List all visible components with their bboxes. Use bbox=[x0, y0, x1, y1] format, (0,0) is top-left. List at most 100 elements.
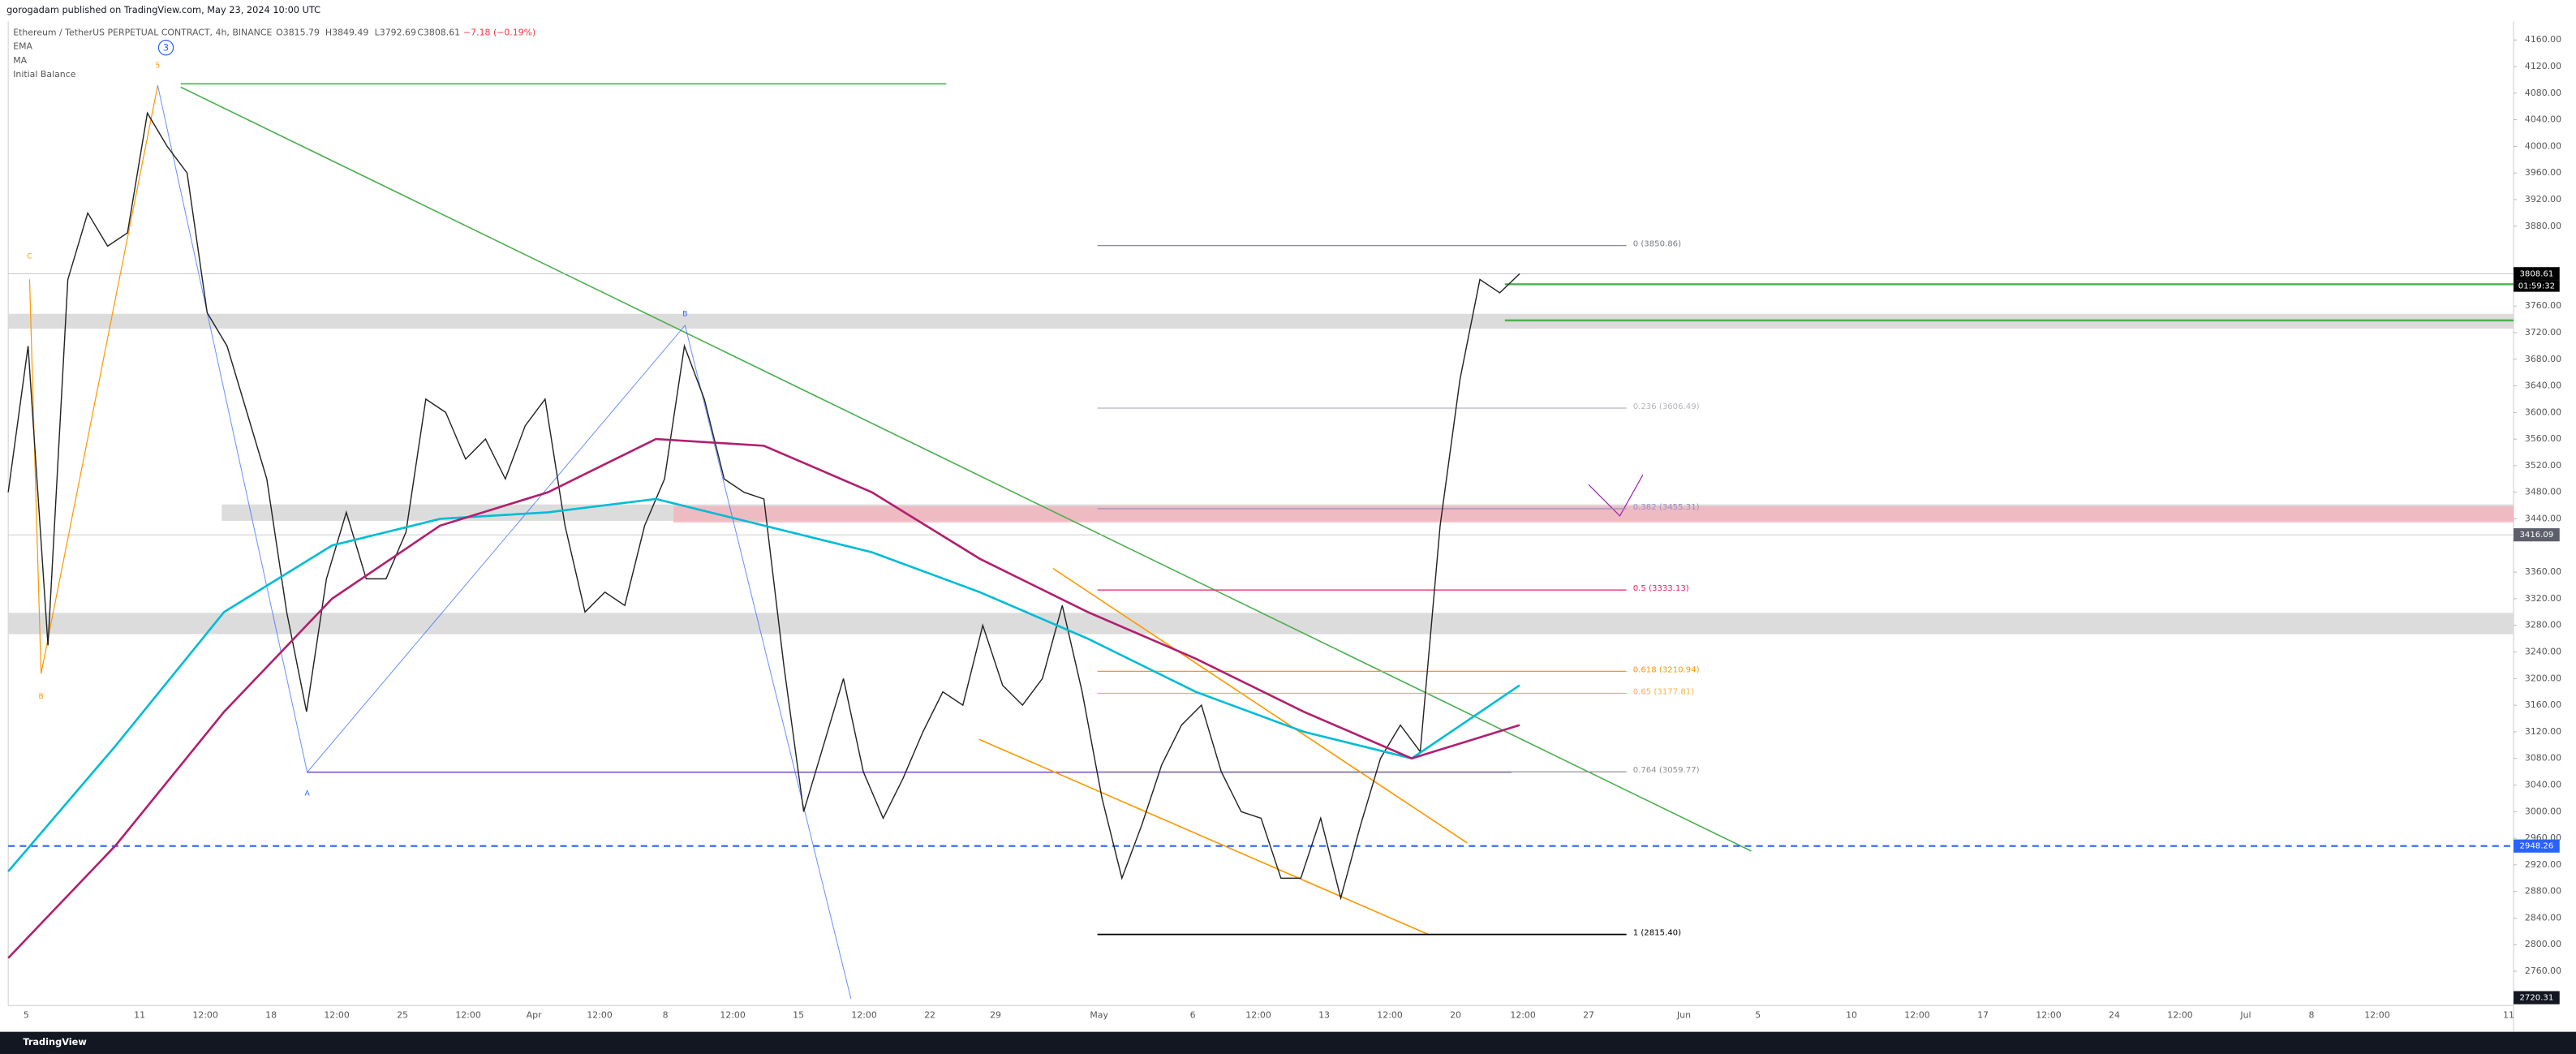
y-tick-label: 3240.00 bbox=[2525, 647, 2561, 657]
x-tick-label: 12:00 bbox=[1510, 1009, 1536, 1020]
ohlc-low: L3792.69 bbox=[375, 28, 416, 38]
y-tick-label: 4000.00 bbox=[2525, 140, 2561, 151]
y-tick-label: 3600.00 bbox=[2525, 407, 2561, 417]
fib-label: 0.382 (3455.31) bbox=[1633, 503, 1700, 512]
y-tick-label: 3640.00 bbox=[2525, 381, 2561, 391]
y-tick-label: 4160.00 bbox=[2525, 34, 2561, 45]
price-tag-label: 2948.26 bbox=[2519, 842, 2553, 851]
wave-label: 3 bbox=[163, 41, 169, 53]
y-tick-label: 2880.00 bbox=[2525, 886, 2561, 897]
x-tick-label: 12:00 bbox=[2167, 1009, 2193, 1020]
ohlc-high: H3849.49 bbox=[325, 28, 368, 38]
wave-label: B bbox=[682, 310, 687, 318]
x-tick-label: 20 bbox=[1450, 1009, 1461, 1020]
x-tick-label: 13 bbox=[1318, 1009, 1330, 1020]
x-tick-label: 17 bbox=[1977, 1009, 1989, 1020]
y-tick-label: 3560.00 bbox=[2525, 433, 2561, 444]
price-tag-label: 3416.09 bbox=[2519, 531, 2553, 540]
ohlc-open: O3815.79 bbox=[276, 28, 320, 38]
arrow bbox=[1588, 474, 1644, 517]
y-tick-label: 3480.00 bbox=[2525, 487, 2561, 497]
y-tick-label: 2840.00 bbox=[2525, 912, 2561, 923]
indicator-line bbox=[7, 497, 1520, 872]
x-tick-label: 29 bbox=[990, 1009, 1001, 1020]
x-tick-label: 12:00 bbox=[2036, 1009, 2062, 1020]
wave-label: C bbox=[27, 252, 32, 260]
x-tick-label: 8 bbox=[663, 1009, 669, 1020]
y-tick-label: 4120.00 bbox=[2525, 61, 2561, 71]
y-tick-label: 3120.00 bbox=[2525, 726, 2561, 737]
indicator[interactable]: EMA bbox=[13, 41, 32, 52]
trendline bbox=[180, 86, 1752, 852]
x-tick-label: 12:00 bbox=[1245, 1009, 1271, 1020]
fib-label: 0.618 (3210.94) bbox=[1633, 665, 1700, 674]
y-tick-label: 3440.00 bbox=[2525, 514, 2561, 524]
y-tick-label: 3920.00 bbox=[2525, 194, 2561, 204]
trendline bbox=[1052, 567, 1468, 844]
y-tick-label: 3880.00 bbox=[2525, 221, 2561, 231]
zone bbox=[8, 313, 2514, 329]
y-tick-label: 3160.00 bbox=[2525, 699, 2561, 710]
zone bbox=[8, 613, 2514, 635]
indicator[interactable]: MA bbox=[13, 55, 27, 66]
y-tick-label: 3080.00 bbox=[2525, 753, 2561, 764]
x-tick-label: Jun bbox=[1676, 1009, 1691, 1020]
price-tag bbox=[2514, 991, 2560, 1005]
plot: 4160.00 4120.00 4080.00 4040.00 4000.00 3960.… bbox=[7, 34, 2561, 1020]
x-tick-label: 25 bbox=[397, 1009, 408, 1020]
x-tick-label: 12:00 bbox=[720, 1009, 746, 1020]
fib-label: 0.65 (3177.81) bbox=[1633, 687, 1694, 696]
zone bbox=[673, 505, 2514, 523]
y-tick-label: 3520.00 bbox=[2525, 460, 2561, 471]
y-tick-label: 4080.00 bbox=[2525, 88, 2561, 98]
fib-label: 0.5 (3333.13) bbox=[1633, 584, 1689, 593]
y-tick-label: 3360.00 bbox=[2525, 566, 2561, 577]
y-tick-label: 2760.00 bbox=[2525, 966, 2561, 976]
countdown: 01:59:32 bbox=[2518, 282, 2555, 291]
y-tick-label: 3040.00 bbox=[2525, 779, 2561, 789]
y-tick-label: 4040.00 bbox=[2525, 114, 2561, 125]
trendline bbox=[978, 738, 1430, 936]
x-tick-label: 12:00 bbox=[455, 1009, 481, 1020]
y-tick-label: 3960.00 bbox=[2525, 167, 2561, 178]
x-tick-label: 12:00 bbox=[851, 1009, 877, 1020]
price-tag bbox=[2514, 839, 2560, 853]
price-tag-label: 3808.61 bbox=[2519, 269, 2553, 278]
x-tick-label: 12:00 bbox=[192, 1009, 218, 1020]
x-tick-label: May bbox=[1090, 1009, 1108, 1020]
y-tick-label: 3320.00 bbox=[2525, 593, 2561, 604]
wave-line bbox=[28, 85, 158, 674]
x-tick-label: 6 bbox=[1190, 1009, 1196, 1020]
symbol: Ethereum / TetherUS PERPETUAL CONTRACT, … bbox=[13, 28, 272, 38]
x-tick-label: 11 bbox=[2503, 1009, 2514, 1020]
wave-label: 5 bbox=[155, 62, 160, 71]
price-tag bbox=[2514, 267, 2560, 281]
footer-logo: TradingView bbox=[23, 1036, 87, 1048]
y-tick-label: 3280.00 bbox=[2525, 620, 2561, 630]
wave-line bbox=[157, 85, 852, 1000]
x-tick-label: 12:00 bbox=[1904, 1009, 1930, 1020]
x-tick-label: 12:00 bbox=[324, 1009, 350, 1020]
indicator-line bbox=[7, 437, 1520, 959]
price-tag bbox=[2514, 528, 2560, 542]
x-tick-label: 15 bbox=[793, 1009, 804, 1020]
wave-label: A bbox=[305, 790, 311, 798]
ohlc-close: C3808.61 bbox=[417, 28, 460, 38]
x-tick-label: 22 bbox=[924, 1009, 935, 1020]
x-tick-label: 24 bbox=[2109, 1009, 2120, 1020]
x-tick-label: 12:00 bbox=[587, 1009, 613, 1020]
x-tick-label: 5 bbox=[24, 1009, 29, 1020]
indicator[interactable]: Initial Balance bbox=[13, 69, 76, 80]
fib-label: 0.764 (3059.77) bbox=[1633, 766, 1700, 775]
fib-label: 0.236 (3606.49) bbox=[1633, 402, 1700, 411]
countdown-box bbox=[2514, 280, 2560, 292]
price-line bbox=[7, 111, 1520, 901]
fib-label: 0 (3850.86) bbox=[1633, 240, 1681, 249]
y-tick-label: 3680.00 bbox=[2525, 354, 2561, 364]
y-tick-label: 3720.00 bbox=[2525, 327, 2561, 338]
published: gorogadam published on TradingView.com, … bbox=[6, 4, 320, 15]
y-tick-label: 3760.00 bbox=[2525, 300, 2561, 311]
x-tick-label: Apr bbox=[527, 1009, 542, 1020]
